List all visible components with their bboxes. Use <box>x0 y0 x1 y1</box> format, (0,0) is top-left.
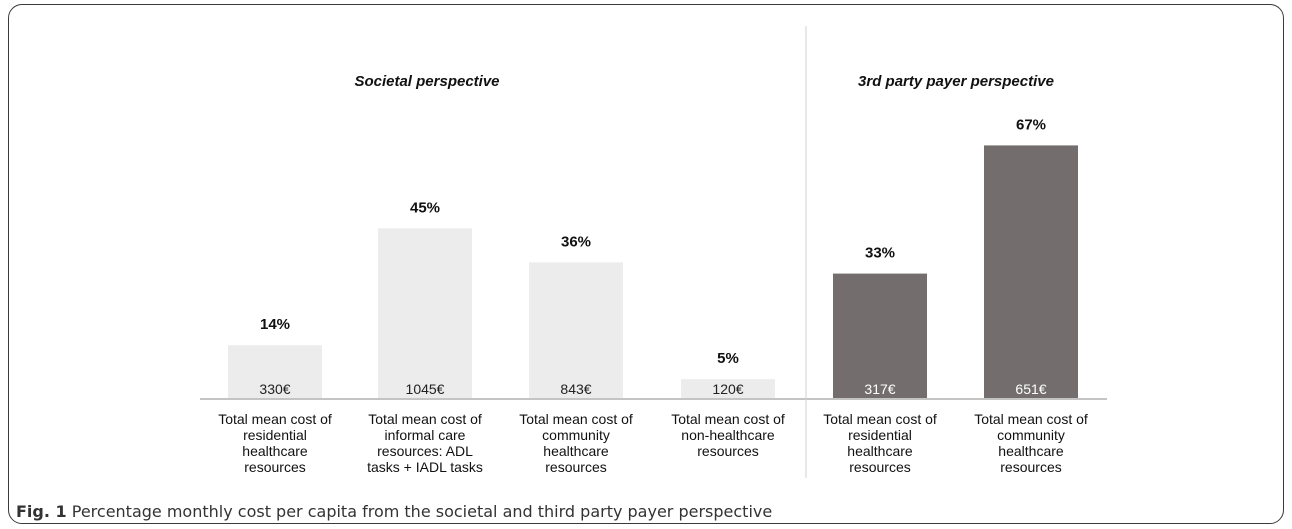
category-label: Total mean cost of <box>823 411 937 427</box>
caption-text: Percentage monthly cost per capita from … <box>71 502 773 521</box>
percent-label: 5% <box>717 350 739 367</box>
category-label: informal care <box>385 427 466 443</box>
category-label: Total mean cost of <box>519 411 633 427</box>
cost-label: 330€ <box>259 381 290 397</box>
category-label: community <box>542 427 610 443</box>
caption-label: Fig. 1 <box>16 502 67 521</box>
category-label: Total mean cost of <box>218 411 332 427</box>
percent-label: 45% <box>410 199 440 216</box>
category-label: healthcare <box>543 443 609 459</box>
bar <box>984 145 1078 398</box>
percent-label: 67% <box>1016 116 1046 133</box>
category-label: healthcare <box>998 443 1064 459</box>
cost-label: 651€ <box>1015 381 1046 397</box>
cost-label: 317€ <box>864 381 895 397</box>
bar <box>529 262 623 398</box>
cost-label: 843€ <box>560 381 591 397</box>
category-label: community <box>997 427 1065 443</box>
category-label: non-healthcare <box>681 427 775 443</box>
bar <box>833 273 927 398</box>
category-label: resources <box>697 443 758 459</box>
category-label: Total mean cost of <box>974 411 1088 427</box>
panel-title: 3rd party payer perspective <box>858 73 1054 90</box>
category-label: resources <box>244 459 305 475</box>
category-label: residential <box>243 427 307 443</box>
panel-title: Societal perspective <box>354 73 499 90</box>
bar <box>378 228 472 398</box>
category-label: residential <box>848 427 912 443</box>
cost-label: 1045€ <box>406 381 445 397</box>
bar <box>228 345 322 398</box>
bar <box>681 379 775 398</box>
category-label: resources: ADL <box>377 443 473 459</box>
category-label: Total mean cost of <box>671 411 785 427</box>
category-label: healthcare <box>847 443 913 459</box>
category-label: resources <box>1000 459 1061 475</box>
percent-label: 14% <box>260 316 290 333</box>
percent-label: 36% <box>561 233 591 250</box>
category-label: tasks + IADL tasks <box>367 459 483 475</box>
figure-caption: Fig. 1 Percentage monthly cost per capit… <box>16 502 772 521</box>
figure-frame <box>8 4 1284 524</box>
category-label: resources <box>545 459 606 475</box>
category-label: Total mean cost of <box>368 411 482 427</box>
category-label: resources <box>849 459 910 475</box>
cost-label: 120€ <box>712 381 743 397</box>
bar-chart: Societal perspective 14% 330€ Total mean co… <box>200 26 1107 478</box>
percent-label: 33% <box>865 245 895 262</box>
category-label: healthcare <box>242 443 308 459</box>
